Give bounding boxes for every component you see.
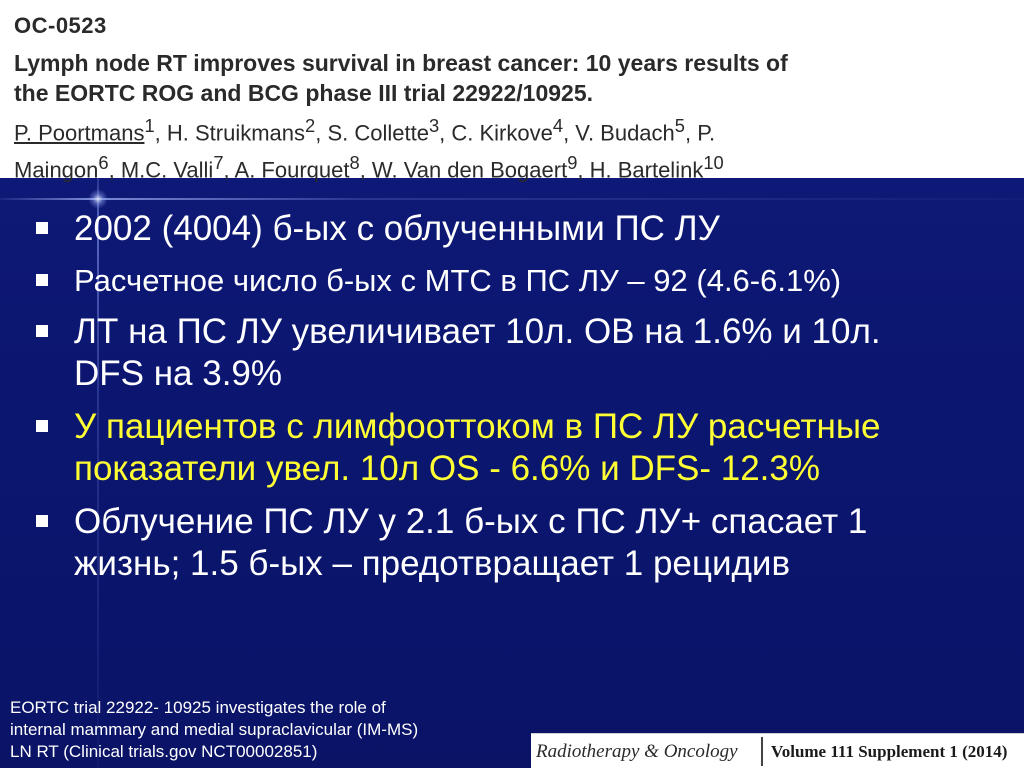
author-name: , S. Collette: [315, 120, 429, 146]
bullet-text: DFS на 3.9%: [74, 354, 283, 393]
abstract-title: Lymph node RT improves survival in breas…: [14, 48, 974, 108]
affiliation-mark: 5: [674, 115, 685, 136]
bullet-square-icon: [36, 420, 48, 432]
author-name: , A. Fourquet: [223, 157, 350, 183]
bullet-text: жизнь; 1.5 б-ых – предотвращает 1 рециди…: [74, 544, 791, 583]
author-name: , H. Bartelink: [577, 157, 704, 183]
affiliation-mark: 10: [703, 152, 724, 174]
bullet-square-icon: [36, 515, 48, 527]
author-list: P. Poortmans1, H. Struikmans2, S. Collet…: [14, 111, 1004, 186]
author-name: , V. Budach: [563, 120, 675, 146]
decorative-vertical-line: [97, 150, 99, 768]
journal-divider: [761, 737, 763, 766]
bullet-text: У пациентов с лимфооттоком в ПС ЛУ расче…: [74, 407, 881, 446]
affiliation-mark: 1: [144, 115, 155, 136]
author-name: , H. Struikmans: [154, 120, 306, 146]
abstract-code: OC-0523: [14, 13, 107, 38]
first-author: P. Poortmans: [14, 120, 145, 146]
bullet-text: Расчетное число б-ых с МТС в ПС ЛУ – 92 …: [74, 263, 842, 298]
affiliation-mark: 2: [305, 115, 316, 136]
bullet-text: ЛТ на ПС ЛУ увеличивает 10л. ОВ на 1.6% …: [74, 312, 881, 351]
author-name: , P.: [684, 120, 716, 146]
footnote-line: internal mammary and medial supraclavicu…: [10, 720, 419, 739]
footnote-line: LN RT (Clinical trials.gov NCT00002851): [10, 742, 318, 761]
decorative-sparkle-icon: [88, 189, 108, 209]
abstract-title-line: the EORTC ROG and BCG phase III trial 22…: [14, 80, 594, 106]
affiliation-mark: 3: [428, 115, 440, 136]
affiliation-mark: 9: [567, 152, 578, 174]
author-name: , C. Kirkove: [439, 120, 553, 146]
bullet-item: ЛТ на ПС ЛУ увеличивает 10л. ОВ на 1.6% …: [32, 311, 1007, 395]
bullet-square-icon: [36, 325, 48, 337]
author-name: Maingon: [14, 157, 99, 183]
affiliation-mark: 8: [349, 152, 360, 174]
footnote-line: EORTC trial 22922- 10925 investigates th…: [10, 698, 386, 717]
abstract-header: OC-0523 Lymph node RT improves survival …: [0, 0, 1024, 183]
decorative-horizontal-line: [0, 198, 1024, 200]
bullet-item: Облучение ПС ЛУ у 2.1 б-ых с ПС ЛУ+ спас…: [32, 501, 1007, 585]
bullet-item: 2002 (4004) б-ых с облученными ПС ЛУ: [32, 208, 1007, 250]
abstract-title-line: Lymph node RT improves survival in breas…: [14, 50, 788, 76]
trial-footnote: EORTC trial 22922- 10925 investigates th…: [10, 697, 510, 763]
journal-name: Radiotherapy & Oncology: [536, 741, 738, 762]
author-name: , M.C. Valli: [108, 157, 214, 183]
affiliation-mark: 4: [552, 115, 564, 136]
bullet-text: показатели увел. 10л OS - 6.6% и DFS- 12…: [74, 449, 820, 488]
bullet-item: Расчетное число б-ых с МТС в ПС ЛУ – 92 …: [32, 261, 1007, 301]
journal-citation-banner: Radiotherapy & Oncology Volume 111 Suppl…: [531, 733, 1024, 768]
bullet-item-highlighted: У пациентов с лимфооттоком в ПС ЛУ расче…: [32, 406, 1007, 490]
bullet-square-icon: [36, 222, 48, 234]
author-name: , W. Van den Bogaert: [359, 157, 568, 183]
journal-volume: Volume 111 Supplement 1 (2014): [771, 742, 1008, 761]
bullet-text: Облучение ПС ЛУ у 2.1 б-ых с ПС ЛУ+ спас…: [74, 502, 868, 541]
author-line: P. Poortmans1, H. Struikmans2, S. Collet…: [14, 111, 1004, 148]
bullet-text: 2002 (4004) б-ых с облученными ПС ЛУ: [74, 209, 720, 248]
author-line: Maingon6, M.C. Valli7, A. Fourquet8, W. …: [14, 148, 1004, 185]
bullet-list: 2002 (4004) б-ых с облученными ПС ЛУ Рас…: [32, 208, 1007, 596]
bullet-square-icon: [36, 274, 48, 286]
affiliation-mark: 6: [98, 152, 109, 174]
affiliation-mark: 7: [213, 152, 224, 174]
